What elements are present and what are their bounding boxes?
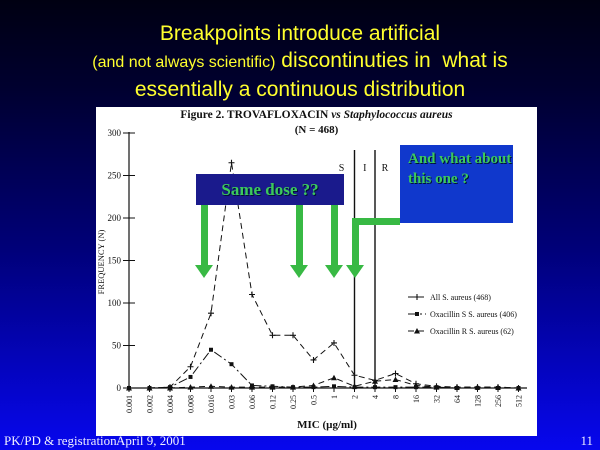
x-tick-label: 0.25 (289, 395, 298, 409)
marker-triangle (249, 384, 255, 390)
y-tick-label: 50 (112, 341, 122, 351)
page-number: 11 (580, 433, 593, 448)
slide-footer: PK/PD & registration April 9, 2001 11 (0, 433, 600, 450)
marker-triangle (167, 385, 173, 391)
marker-triangle (228, 384, 235, 390)
and-what-callout: And what about this one ? (400, 145, 513, 223)
marker-triangle (126, 385, 132, 391)
zone-label: S (339, 163, 345, 174)
legend-label: Oxacillin S S. aureus (406) (430, 310, 517, 319)
marker-square (188, 374, 193, 379)
marker-triangle (474, 384, 481, 390)
x-tick-label: 0.12 (269, 395, 278, 409)
marker-square (229, 362, 234, 367)
marker-plus (351, 372, 358, 379)
series-line (129, 162, 519, 389)
legend-label: All S. aureus (468) (430, 293, 491, 302)
marker-triangle (413, 382, 419, 388)
x-tick-label: 1 (330, 395, 339, 399)
footer-title: PK/PD & registration (4, 433, 117, 448)
marker-triangle (495, 384, 501, 390)
marker-plus (269, 332, 276, 339)
footer-date: April 9, 2001 (116, 433, 186, 448)
x-tick-label: 256 (494, 395, 503, 407)
marker-plus (249, 291, 255, 298)
marker-plus (228, 159, 235, 166)
marker-triangle (310, 382, 317, 388)
x-tick-label: 0.016 (207, 395, 216, 413)
title-line-2-small: (and not always scientific) (92, 54, 276, 71)
marker-triangle (351, 383, 358, 389)
x-tick-label: 16 (412, 395, 421, 403)
y-tick-label: 0 (117, 383, 122, 393)
x-tick-label: 0.004 (166, 395, 175, 413)
marker-triangle (433, 384, 440, 390)
x-axis-label: MIC (µg/ml) (297, 419, 357, 431)
marker-plus (290, 332, 296, 339)
x-tick-label: 128 (474, 395, 483, 407)
marker-square (415, 312, 419, 316)
y-tick-label: 250 (108, 171, 122, 181)
marker-plus (208, 310, 214, 317)
figure-caption-prefix: Figure 2. TROVAFLOXACIN (180, 109, 332, 121)
y-tick-label: 200 (108, 213, 122, 223)
marker-plus (331, 339, 337, 346)
marker-plus (414, 294, 420, 300)
x-tick-label: 0.06 (248, 395, 257, 409)
y-tick-label: 150 (108, 256, 122, 266)
series-line (129, 377, 519, 389)
zone-label: I (363, 163, 366, 174)
marker-square (373, 385, 377, 390)
marker-plus (187, 363, 194, 370)
title-line-1: Breakpoints introduce artificial (159, 22, 441, 45)
x-tick-label: 0.03 (228, 395, 237, 409)
marker-square (209, 347, 213, 352)
zone-label: R (382, 163, 389, 174)
same-dose-callout: Same dose ?? (196, 174, 344, 205)
same-dose-label: Same dose ?? (221, 179, 319, 199)
marker-triangle (269, 384, 276, 390)
x-tick-label: 0.008 (187, 395, 196, 413)
x-tick-label: 0.5 (310, 395, 319, 405)
figure-n-count: (N = 468) (294, 124, 339, 136)
x-tick-label: 2 (351, 395, 360, 399)
marker-triangle (414, 328, 420, 334)
title-line-2-rest: discontinuties in what is (275, 49, 508, 72)
legend-label: Oxacillin R S. aureus (62) (430, 327, 514, 336)
x-tick-label: 512 (515, 395, 524, 407)
marker-plus (310, 356, 317, 363)
marker-triangle (208, 383, 214, 389)
marker-triangle (392, 376, 399, 382)
x-tick-label: 32 (433, 395, 442, 403)
x-tick-label: 0.002 (146, 395, 155, 413)
marker-plus (392, 370, 399, 377)
marker-triangle (290, 384, 296, 390)
marker-triangle (331, 374, 337, 381)
marker-triangle (146, 385, 153, 391)
marker-triangle (454, 384, 460, 390)
marker-square (332, 384, 336, 389)
x-tick-label: 64 (453, 395, 462, 403)
marker-triangle (515, 385, 522, 391)
y-axis-label: FREQUENCY (N) (96, 230, 106, 295)
title-line-3: essentially a continuous distribution (134, 78, 466, 101)
marker-square (393, 385, 398, 390)
marker-triangle (187, 384, 194, 390)
figure-caption: Figure 2. TROVAFLOXACIN vs Staphylococcu… (96, 109, 537, 121)
mic-distribution-chart: 0 50 100 150 200 250 300 FREQUENCY (N) 0.001 0.00… (96, 128, 527, 431)
slide-title: Breakpoints introduce artificial (and no… (0, 20, 600, 103)
marker-triangle (372, 378, 378, 384)
series-line (129, 349, 519, 389)
figure-caption-species: vs Staphylococcus aureus (331, 109, 453, 121)
y-tick-label: 100 (108, 298, 122, 308)
x-tick-label: 8 (392, 395, 401, 399)
title-line-2: (and not always scientific) discontinuti… (0, 47, 600, 76)
and-what-label: And what about this one ? (408, 151, 512, 188)
y-tick-label: 300 (108, 128, 122, 138)
x-tick-label: 4 (371, 395, 380, 399)
x-tick-label: 0.001 (125, 395, 134, 413)
